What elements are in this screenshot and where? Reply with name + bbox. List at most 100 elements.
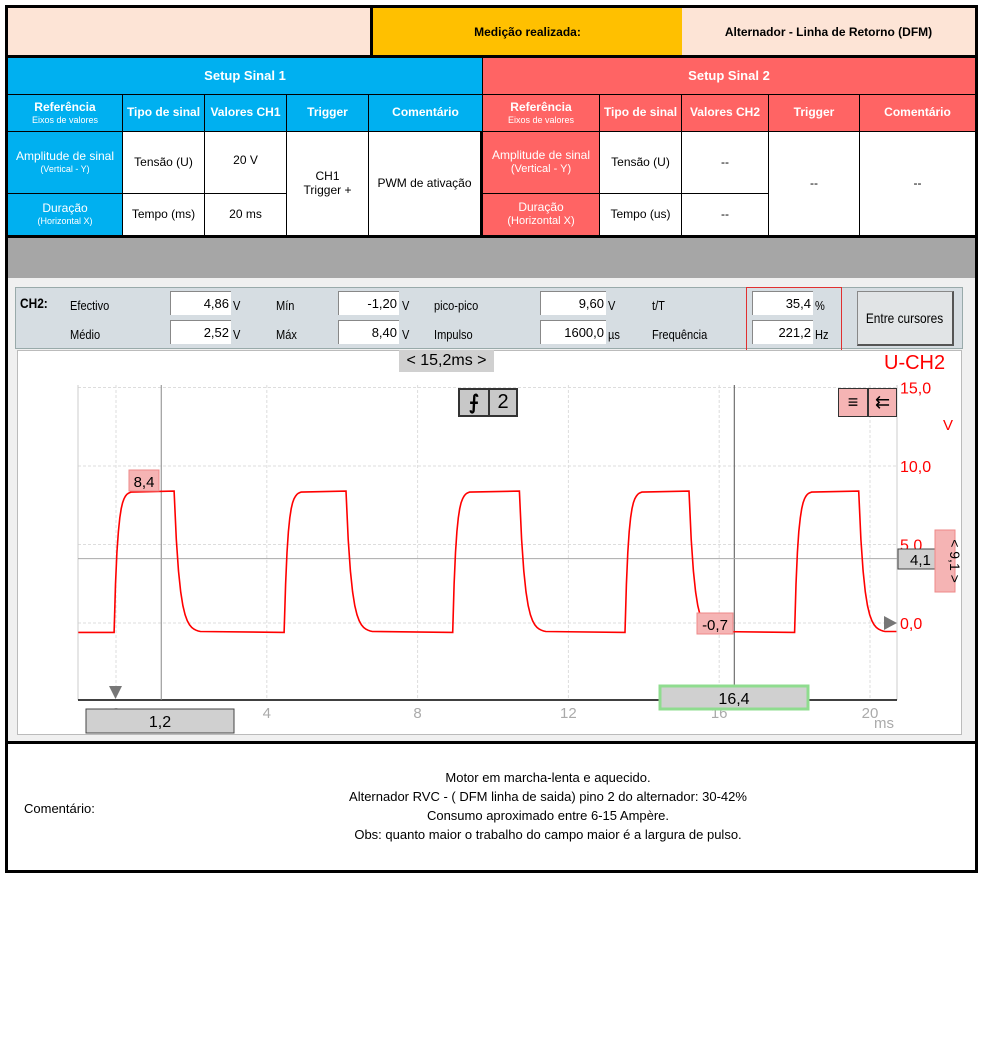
setup1-col-trigger: Trigger <box>287 95 369 132</box>
measure-duty-unit: % <box>815 298 825 313</box>
min-marker-box <box>696 612 734 635</box>
comment-line: Consumo aproximado entre 6-15 Ampère. <box>426 808 670 823</box>
cursor-1-handle <box>85 708 235 734</box>
peak-marker-label: 8,4 <box>134 474 155 491</box>
comment-text: Motor em marcha-lenta e aquecido. Altern… <box>120 770 976 850</box>
between-cursors-button[interactable]: Entre cursores <box>857 291 954 346</box>
cursor-1-value: 1,2 <box>149 714 171 731</box>
measurement-label: Medição realizada: <box>370 8 682 55</box>
setup2-col-values: Valores CH2 <box>682 95 769 132</box>
trigger-badge[interactable]: ⨍ 2 <box>458 388 518 417</box>
divider <box>8 741 975 744</box>
measure-min-value: -1,20 <box>338 291 399 315</box>
comment-label: Comentário: <box>24 801 95 816</box>
setup1-row-duration: Duração (Horizontal X) <box>37 201 93 227</box>
measure-freq-unit: Hz <box>815 327 829 342</box>
trigger-channel: 2 <box>497 391 509 413</box>
y-tick-label: 10,0 <box>900 459 931 476</box>
measurement-value: Alternador - Linha de Retorno (DFM) <box>682 8 975 55</box>
setup2-trigger: -- <box>769 132 860 236</box>
measure-pp-label: pico-pico <box>434 298 479 313</box>
setup2-amplitude-value: -- <box>682 132 769 194</box>
cursor-h-value: 4,1 <box>910 552 931 569</box>
setup1-duration-value: 20 ms <box>205 194 287 236</box>
setup2-col-ref: Referência Eixos de valores <box>507 99 575 125</box>
measure-rms-unit: V <box>233 298 241 313</box>
report-frame <box>5 5 978 873</box>
divider <box>8 55 975 58</box>
cursor-2-value: 16,4 <box>718 691 749 708</box>
y-axis-unit: V <box>943 417 953 434</box>
measure-max-label: Máx <box>276 327 297 342</box>
setup2-row-amplitude: Amplitude de sinal (Vertical - Y) <box>491 148 591 176</box>
comment-line: Motor em marcha-lenta e aquecido. <box>445 770 651 785</box>
channel-name-label: U-CH2 <box>884 352 946 374</box>
measure-duty-label: t/T <box>652 298 665 313</box>
measure-min-unit: V <box>402 298 410 313</box>
peak-marker-box <box>128 469 160 492</box>
measure-freq-label: Frequência <box>652 327 708 342</box>
measure-pulse-value: 1600,0 <box>540 320 606 344</box>
measure-max-unit: V <box>402 327 410 342</box>
measure-min-label: Mín <box>276 298 295 313</box>
x-tick-label: 4 <box>263 705 271 722</box>
scale-control[interactable]: ≡ ⇇ <box>838 388 897 417</box>
setup1-col-values: Valores CH1 <box>205 95 287 132</box>
setup2-col-type: Tipo de sinal <box>600 95 682 132</box>
setup1-comment: PWM de ativação <box>369 132 483 236</box>
setup1-amplitude-value: 20 V <box>205 132 287 194</box>
x-axis-unit: ms <box>874 715 894 732</box>
x-tick-label: 20 <box>862 705 879 722</box>
cursor-delta-label: < 15,2ms > <box>399 350 494 372</box>
setup1-col-ref: Referência Eixos de valores <box>31 99 99 125</box>
measure-max-value: 8,40 <box>338 320 399 344</box>
y-span-label: < 9,1 > <box>947 539 963 583</box>
measure-rms-label: Efectivo <box>70 298 110 313</box>
setup2-amplitude-type: Tensão (U) <box>600 132 682 194</box>
setup2-title: Setup Sinal 2 <box>483 58 975 95</box>
trigger-rising-edge-icon: ⨍ <box>460 390 490 415</box>
measure-freq-value: 221,2 <box>752 320 813 344</box>
divider <box>8 235 975 238</box>
measure-rms-value: 4,86 <box>170 291 231 315</box>
measure-mean-label: Médio <box>70 327 101 342</box>
zero-level-icon <box>884 616 897 630</box>
y-tick-label: 0,0 <box>900 616 922 633</box>
setup2-col-comment: Comentário <box>860 95 975 132</box>
setup1-col-comment: Comentário <box>369 95 483 132</box>
setup1-col-type: Tipo de sinal <box>123 95 205 132</box>
separator-band <box>8 238 975 278</box>
x-tick-label: 8 <box>413 705 421 722</box>
equal-lines-icon: ≡ <box>839 389 869 416</box>
setup2-row-duration: Duração (Horizontal X) <box>507 200 575 228</box>
arrow-left-icon: ⇇ <box>874 392 891 412</box>
signal-trace <box>78 490 897 634</box>
measure-duty-value: 35,4 <box>752 291 813 315</box>
comment-line: Obs: quanto maior o trabalho do campo ma… <box>354 827 742 842</box>
setup2-comment: -- <box>860 132 975 236</box>
setup1-title: Setup Sinal 1 <box>8 58 483 95</box>
cursor-2-handle <box>658 684 810 711</box>
measure-mean-unit: V <box>233 327 241 342</box>
setup2-duration-type: Tempo (us) <box>600 194 682 236</box>
setup1-row-amplitude: Amplitude de sinal (Vertical - Y) <box>15 149 115 175</box>
measure-pulse-label: Impulso <box>434 327 473 342</box>
setup2-duration-value: -- <box>682 194 769 236</box>
x-tick-label: 12 <box>560 705 577 722</box>
setup1-trigger: CH1 Trigger + <box>287 132 369 236</box>
channel-label: CH2: <box>20 295 48 311</box>
trigger-position-icon <box>109 686 122 699</box>
y-tick-label: 15,0 <box>900 381 931 398</box>
measure-pulse-unit: µs <box>608 327 620 342</box>
setup2-col-trigger: Trigger <box>769 95 860 132</box>
measure-pp-value: 9,60 <box>540 291 606 315</box>
header-blank <box>8 8 370 55</box>
measure-pp-unit: V <box>608 298 616 313</box>
measure-mean-value: 2,52 <box>170 320 231 344</box>
comment-line: Alternador RVC - ( DFM linha de saida) p… <box>349 789 747 804</box>
y-span-box <box>934 529 956 593</box>
setup1-amplitude-type: Tensão (U) <box>123 132 205 194</box>
min-marker-label: -0,7 <box>702 617 728 634</box>
